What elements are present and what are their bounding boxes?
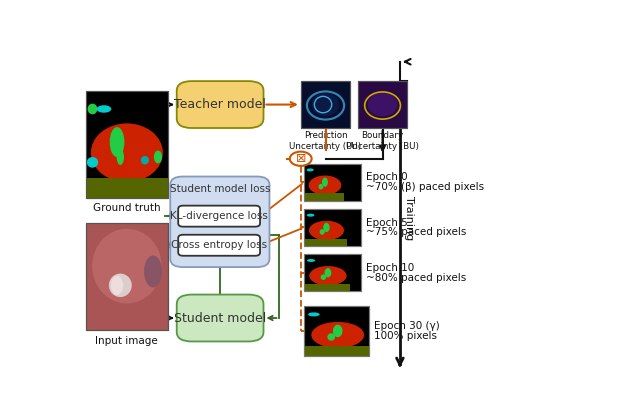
Text: Epoch 0: Epoch 0 — [366, 172, 408, 182]
Text: $\boxtimes$: $\boxtimes$ — [295, 152, 307, 165]
Ellipse shape — [91, 123, 163, 182]
Text: Epoch 5: Epoch 5 — [366, 218, 408, 228]
Text: Ground truth: Ground truth — [93, 203, 161, 213]
Ellipse shape — [307, 168, 314, 171]
Ellipse shape — [312, 93, 339, 116]
FancyBboxPatch shape — [178, 235, 260, 256]
Bar — [347, 209, 361, 246]
Ellipse shape — [109, 273, 132, 297]
Text: Epoch 30 (γ): Epoch 30 (γ) — [374, 321, 440, 331]
Bar — [301, 81, 350, 128]
Bar — [86, 178, 168, 197]
Ellipse shape — [116, 149, 124, 165]
Text: Boundary
Uncertainty (BU): Boundary Uncertainty (BU) — [346, 131, 419, 151]
Bar — [86, 91, 168, 197]
Bar — [86, 223, 168, 330]
Ellipse shape — [109, 127, 124, 157]
Bar — [350, 254, 361, 291]
Ellipse shape — [308, 312, 319, 316]
Text: ~80% paced pixels: ~80% paced pixels — [366, 273, 467, 283]
Ellipse shape — [141, 156, 149, 165]
Bar — [304, 193, 344, 201]
Bar — [304, 254, 361, 291]
Ellipse shape — [307, 259, 315, 262]
Ellipse shape — [319, 184, 323, 189]
Ellipse shape — [309, 221, 344, 240]
Bar — [304, 254, 361, 291]
Ellipse shape — [309, 266, 347, 285]
FancyBboxPatch shape — [170, 176, 269, 267]
Bar — [304, 163, 361, 201]
Bar — [358, 81, 408, 128]
Ellipse shape — [323, 223, 330, 232]
Ellipse shape — [88, 104, 97, 114]
Ellipse shape — [322, 178, 328, 187]
Bar — [304, 163, 361, 201]
Ellipse shape — [92, 229, 162, 304]
Ellipse shape — [307, 214, 314, 217]
Ellipse shape — [144, 255, 162, 287]
Bar — [304, 209, 361, 246]
Text: Training: Training — [404, 197, 414, 241]
Text: Student model: Student model — [174, 312, 266, 325]
Ellipse shape — [324, 268, 332, 277]
Text: Epoch 10: Epoch 10 — [366, 263, 415, 273]
Text: Teacher model: Teacher model — [174, 98, 266, 111]
Bar — [304, 209, 361, 246]
Text: Input image: Input image — [95, 336, 158, 346]
Text: KL-divergence loss: KL-divergence loss — [170, 211, 268, 221]
Bar — [86, 223, 168, 330]
Ellipse shape — [87, 157, 98, 168]
Text: Student model loss: Student model loss — [170, 184, 270, 194]
FancyBboxPatch shape — [178, 206, 260, 227]
Text: ~75% paced pixels: ~75% paced pixels — [366, 227, 467, 237]
Ellipse shape — [368, 93, 397, 116]
Ellipse shape — [111, 276, 123, 295]
Text: ~70% (β) paced pixels: ~70% (β) paced pixels — [366, 182, 484, 192]
Bar — [358, 81, 408, 128]
Ellipse shape — [308, 176, 341, 195]
Bar — [304, 306, 369, 356]
Bar — [304, 284, 350, 291]
Ellipse shape — [333, 325, 342, 337]
Ellipse shape — [321, 274, 326, 280]
Ellipse shape — [97, 105, 111, 113]
Text: Prediction
Uncertainty (PU): Prediction Uncertainty (PU) — [289, 131, 362, 151]
Ellipse shape — [311, 322, 364, 348]
Text: Cross entropy loss: Cross entropy loss — [171, 240, 267, 250]
Circle shape — [290, 152, 312, 166]
Text: 100% pixels: 100% pixels — [374, 331, 436, 341]
Bar — [86, 91, 168, 197]
Bar — [344, 163, 361, 201]
Bar — [301, 81, 350, 128]
Bar — [304, 239, 347, 246]
Bar — [304, 306, 369, 356]
Ellipse shape — [328, 333, 335, 341]
Ellipse shape — [319, 229, 324, 235]
Bar — [304, 346, 369, 356]
FancyBboxPatch shape — [177, 81, 264, 128]
FancyBboxPatch shape — [177, 294, 264, 341]
Ellipse shape — [154, 151, 162, 163]
